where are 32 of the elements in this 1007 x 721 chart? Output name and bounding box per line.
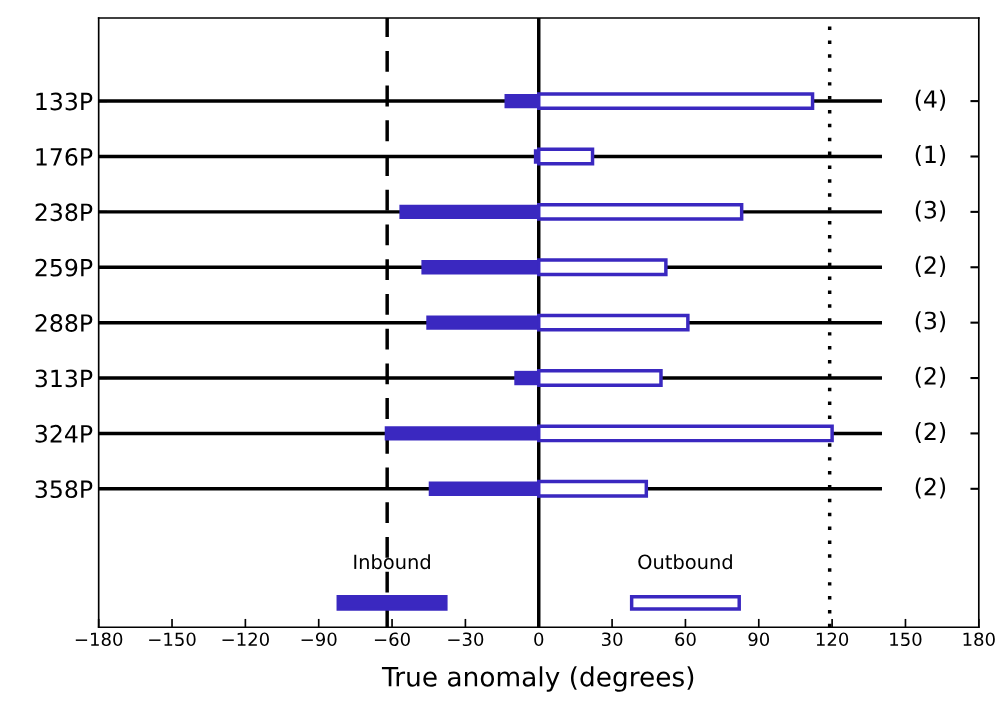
- x-axis-title: True anomaly (degrees): [381, 666, 694, 692]
- x-tick-label: 90: [748, 632, 770, 647]
- x-tick-label: 60: [675, 632, 696, 647]
- annotation: (3): [915, 200, 946, 222]
- y-tick-label: 313P: [35, 369, 93, 388]
- text: Outbound: [638, 554, 732, 570]
- y-tick-label: 358P: [35, 480, 93, 499]
- x-tick-label: 180: [963, 632, 995, 647]
- annotation: (3): [915, 311, 946, 333]
- y-tick-label: 176P: [36, 147, 93, 166]
- y-tick-label: 238P: [35, 203, 93, 222]
- x-tick-label: 150: [890, 632, 922, 647]
- x-tick-label: −60: [374, 632, 410, 647]
- y-tick-label: 324P: [35, 424, 93, 443]
- annotation: (2): [915, 477, 946, 499]
- y-tick-label: 259P: [35, 258, 93, 277]
- annotation: (2): [915, 422, 946, 444]
- x-tick-label: 120: [816, 632, 849, 647]
- text: Inbound: [354, 554, 430, 570]
- x-tick-label: 30: [601, 632, 623, 647]
- x-tick-label: −90: [301, 632, 337, 647]
- x-tick-label: −30: [448, 632, 484, 647]
- annotation: (2): [915, 366, 946, 388]
- annotation: (2): [915, 255, 946, 277]
- x-tick-label: 0: [534, 632, 544, 647]
- annotation: (1): [915, 145, 946, 167]
- x-tick-label: −120: [222, 632, 269, 647]
- x-tick-label: −150: [149, 632, 196, 647]
- y-tick-label: 133P: [36, 92, 93, 111]
- y-tick-label: 288P: [35, 314, 93, 332]
- x-tick-label: −180: [75, 632, 123, 647]
- annotation: (4): [915, 89, 946, 111]
